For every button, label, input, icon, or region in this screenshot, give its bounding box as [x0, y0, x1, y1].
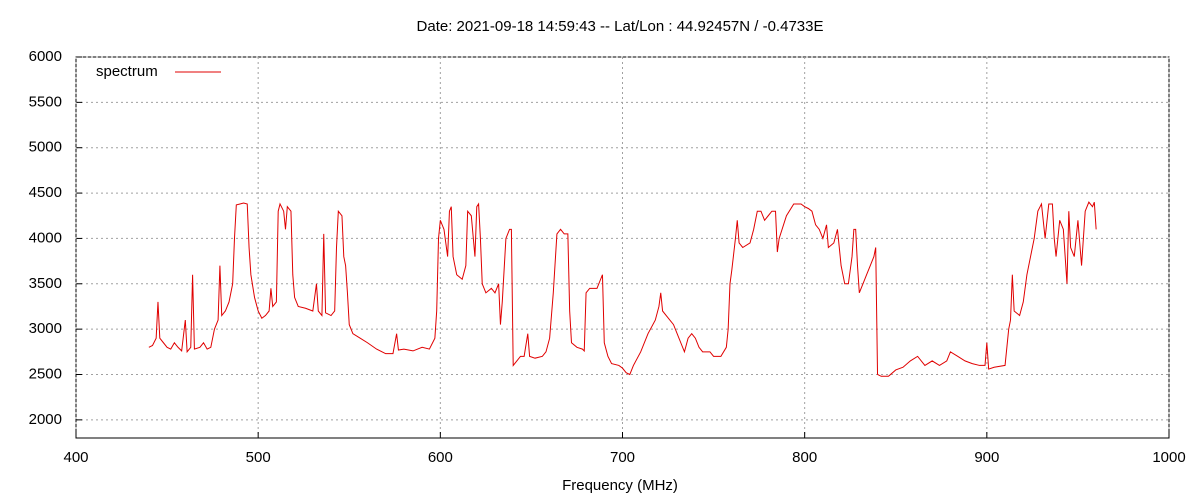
x-tick-label: 500: [246, 449, 271, 466]
x-tick-label: 700: [610, 449, 635, 466]
y-tick-label: 5000: [29, 139, 62, 156]
y-tick-label: 6000: [29, 48, 62, 65]
y-tick-label: 3500: [29, 275, 62, 292]
x-axis-label: Frequency (MHz): [562, 477, 678, 494]
y-tick-label: 4000: [29, 229, 62, 246]
y-tick-label: 2000: [29, 411, 62, 428]
x-tick-label: 600: [428, 449, 453, 466]
y-tick-label: 2500: [29, 365, 62, 382]
x-tick-label: 400: [63, 449, 88, 466]
y-tick-label: 5500: [29, 93, 62, 110]
y-tick-label: 4500: [29, 184, 62, 201]
chart-title: Date: 2021-09-18 14:59:43 -- Lat/Lon : 4…: [417, 18, 824, 35]
series-line: [148, 201, 1097, 377]
x-tick-label: 1000: [1152, 449, 1185, 466]
y-tick-label: 3000: [29, 320, 62, 337]
x-tick-label: 800: [792, 449, 817, 466]
legend-label: spectrum: [96, 63, 158, 80]
x-tick-label: 900: [974, 449, 999, 466]
